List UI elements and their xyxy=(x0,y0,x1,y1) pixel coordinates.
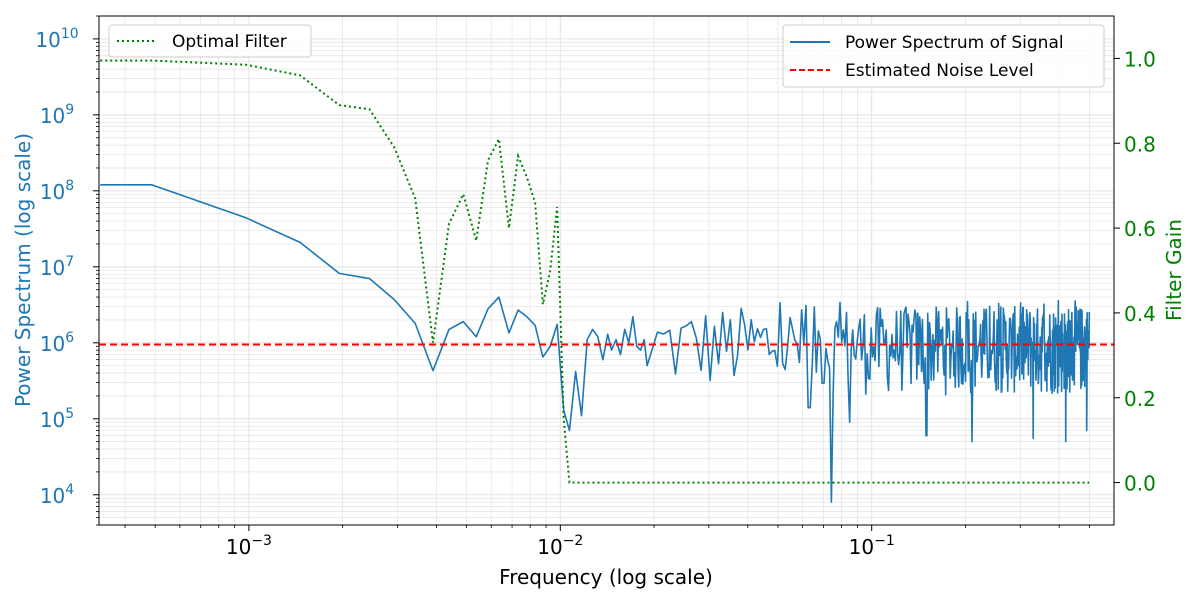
x-tick-label-exponent: −2 xyxy=(563,533,584,549)
y-left-tick-label: 109 xyxy=(40,102,74,128)
y-left-tick-label-exponent: 8 xyxy=(65,178,74,194)
y-left-tick-label-exponent: 7 xyxy=(65,254,74,270)
y-left-tick-label: 107 xyxy=(40,254,74,280)
x-tick-label-base: 10 xyxy=(226,535,251,559)
x-tick-label: 10−3 xyxy=(226,533,272,559)
y-right-tick-label: 0.8 xyxy=(1124,132,1156,156)
series-optimal-filter-line xyxy=(100,59,1090,484)
y-left-tick-label: 108 xyxy=(40,178,74,204)
x-tick-label: 10−2 xyxy=(537,533,583,559)
y-left-tick-label-base: 10 xyxy=(40,332,65,356)
y-left-tick-label-exponent: 10 xyxy=(61,26,79,42)
y-right-tick-label: 0.4 xyxy=(1124,302,1156,326)
legend-label-power-spectrum: Power Spectrum of Signal xyxy=(845,33,1064,53)
y-right-tick-label: 0.2 xyxy=(1124,387,1156,411)
legend-optimal-filter: Optimal Filter xyxy=(108,24,312,58)
x-axis-title: Frequency (log scale) xyxy=(499,565,713,589)
series-layer xyxy=(99,59,1114,503)
ticks-layer: 10−3 10−2 10−110410510610710810910100.00.2… xyxy=(35,15,1156,559)
x-tick-label-exponent: −1 xyxy=(874,533,895,549)
y-left-tick-label-base: 10 xyxy=(40,104,65,128)
y-left-tick-label-base: 10 xyxy=(40,180,65,204)
y-left-tick-label-base: 10 xyxy=(40,256,65,280)
x-tick-label-exponent: −3 xyxy=(251,533,272,549)
y-left-tick-label-exponent: 9 xyxy=(65,102,74,118)
x-tick-label-base: 10 xyxy=(849,535,874,559)
y-axis-left-title: Power Spectrum (log scale) xyxy=(11,133,35,407)
x-tick-label: 10−1 xyxy=(849,533,895,559)
legend-left-box xyxy=(108,24,312,58)
x-tick-label-base: 10 xyxy=(537,535,562,559)
y-right-tick-label: 0.0 xyxy=(1124,472,1156,496)
legend-power-noise: Power Spectrum of Signal Estimated Noise… xyxy=(782,24,1105,88)
y-right-tick-label: 0.6 xyxy=(1124,217,1156,241)
grid xyxy=(99,15,1114,526)
y-axis-right-title: Filter Gain xyxy=(1162,219,1186,321)
y-left-tick-label: 106 xyxy=(40,330,74,356)
y-left-tick-label: 1010 xyxy=(35,26,78,52)
y-left-tick-label-exponent: 4 xyxy=(65,482,74,498)
y-left-tick-label-exponent: 5 xyxy=(65,406,74,422)
series-clip-group xyxy=(99,59,1114,503)
y-right-tick-label: 1.0 xyxy=(1124,47,1156,71)
y-left-tick-label-base: 10 xyxy=(40,408,65,432)
y-left-tick-label: 105 xyxy=(40,406,74,432)
legend-right-box xyxy=(782,24,1105,88)
y-left-tick-label-base: 10 xyxy=(35,28,60,52)
y-left-tick-label-exponent: 6 xyxy=(65,330,74,346)
y-left-tick-label-base: 10 xyxy=(40,484,65,508)
y-left-tick-label: 104 xyxy=(40,482,74,508)
legend-label-optimal-filter: Optimal Filter xyxy=(172,32,287,52)
legend-label-noise-level: Estimated Noise Level xyxy=(845,61,1034,81)
series-power-spectrum-line xyxy=(100,184,1091,503)
